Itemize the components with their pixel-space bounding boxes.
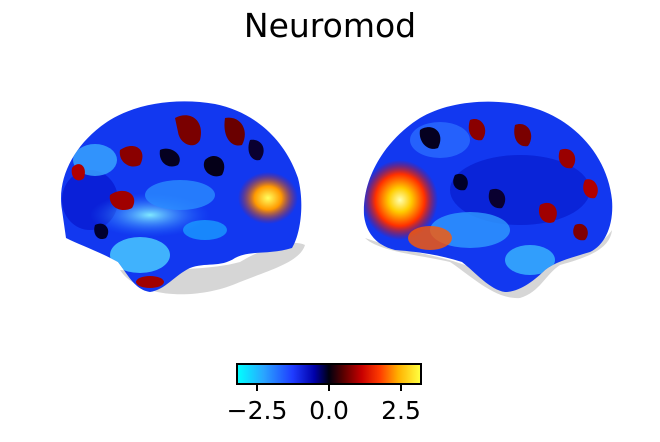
figure-title: Neuromod bbox=[243, 6, 417, 45]
colorbar-tick bbox=[400, 385, 402, 391]
colorbar-tick-label: 0.0 bbox=[309, 396, 349, 425]
colorbar-tick-label: 2.5 bbox=[381, 396, 421, 425]
colorbar bbox=[236, 363, 422, 385]
right-hemisphere bbox=[363, 101, 613, 299]
colorbar-tick bbox=[256, 385, 258, 391]
colorbar-tick bbox=[328, 385, 330, 391]
right-hemisphere-shadow bbox=[365, 230, 612, 299]
left-hemisphere bbox=[61, 101, 305, 295]
colorbar-tick-label: −2.5 bbox=[226, 396, 288, 425]
